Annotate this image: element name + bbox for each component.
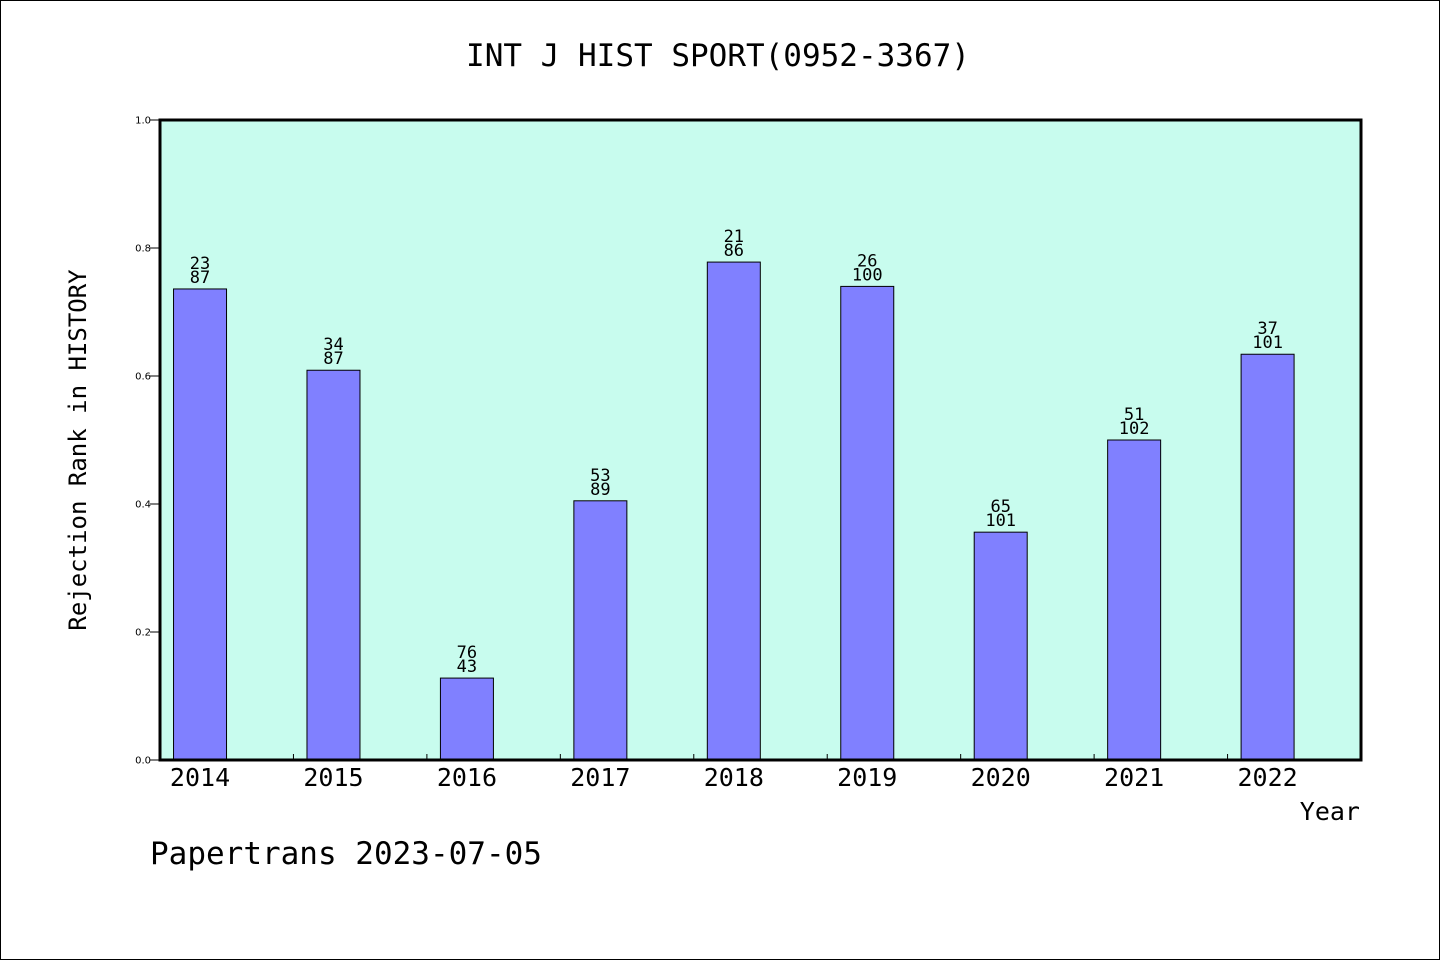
x-tick-label: 2015 (303, 763, 363, 792)
x-axis-ticks: 2014 2015 2016 2017 2018 2019 2020 2021 2022 (170, 754, 1298, 792)
bar-2015 (306, 369, 361, 761)
x-tick-label: 2018 (704, 763, 764, 792)
bar-label-top: 21 (724, 227, 744, 247)
y-tick-label: 0.2 (135, 628, 151, 639)
y-tick-label: 0.6 (135, 372, 151, 383)
y-tick-label: 0.4 (135, 500, 151, 511)
y-tick-label: 0.0 (135, 756, 151, 767)
bar-label-top: 37 (1257, 319, 1277, 339)
bar-2014 (173, 288, 228, 761)
bar-label-top: 76 (457, 643, 477, 663)
bar-label-top: 26 (857, 251, 877, 271)
bar-label-bottom: 102 (1119, 419, 1150, 439)
bar-label-bottom: 100 (852, 265, 883, 285)
bar-label-bottom: 43 (457, 657, 477, 677)
bar-2018 (706, 261, 761, 761)
bar-label-bottom: 101 (985, 511, 1016, 531)
bar-label-top: 65 (990, 497, 1010, 517)
y-tick-label: 0.8 (135, 244, 151, 255)
x-tick-label: 2016 (437, 763, 497, 792)
bar-2019 (840, 285, 895, 761)
bar-label-top: 34 (323, 335, 343, 355)
chart-title: INT J HIST SPORT(0952-3367) (466, 38, 970, 74)
y-axis-ticks: 0.0 0.2 0.4 0.6 0.8 1.0 (135, 116, 160, 767)
x-axis-label: Year (1300, 797, 1360, 826)
y-axis-label: Rejection Rank in HISTORY (64, 269, 92, 631)
x-tick-label: 2022 (1237, 763, 1297, 792)
footer-credit: Papertrans 2023-07-05 (150, 836, 542, 872)
plot-border (158, 118, 1363, 762)
x-tick-label: 2014 (170, 763, 230, 792)
bar-2022 (1240, 353, 1295, 761)
bar-label-bottom: 87 (190, 268, 210, 288)
x-tick-label: 2021 (1104, 763, 1164, 792)
bar-2017 (573, 500, 628, 761)
bar-label-bottom: 101 (1252, 333, 1283, 353)
bar-label-top: 53 (590, 466, 610, 486)
bar-label-bottom: 89 (590, 480, 610, 500)
bar-label-bottom: 86 (724, 241, 744, 261)
x-tick-label: 2020 (971, 763, 1031, 792)
bar-2020 (973, 531, 1028, 761)
y-tick-label: 1.0 (135, 116, 151, 127)
bar-label-top: 51 (1124, 405, 1144, 425)
x-tick-label: 2017 (570, 763, 630, 792)
bar-label-top: 23 (190, 254, 210, 274)
x-tick-label: 2019 (837, 763, 897, 792)
bar-2016 (439, 677, 494, 761)
bar-label-bottom: 87 (323, 349, 343, 369)
bar-2021 (1107, 439, 1162, 761)
